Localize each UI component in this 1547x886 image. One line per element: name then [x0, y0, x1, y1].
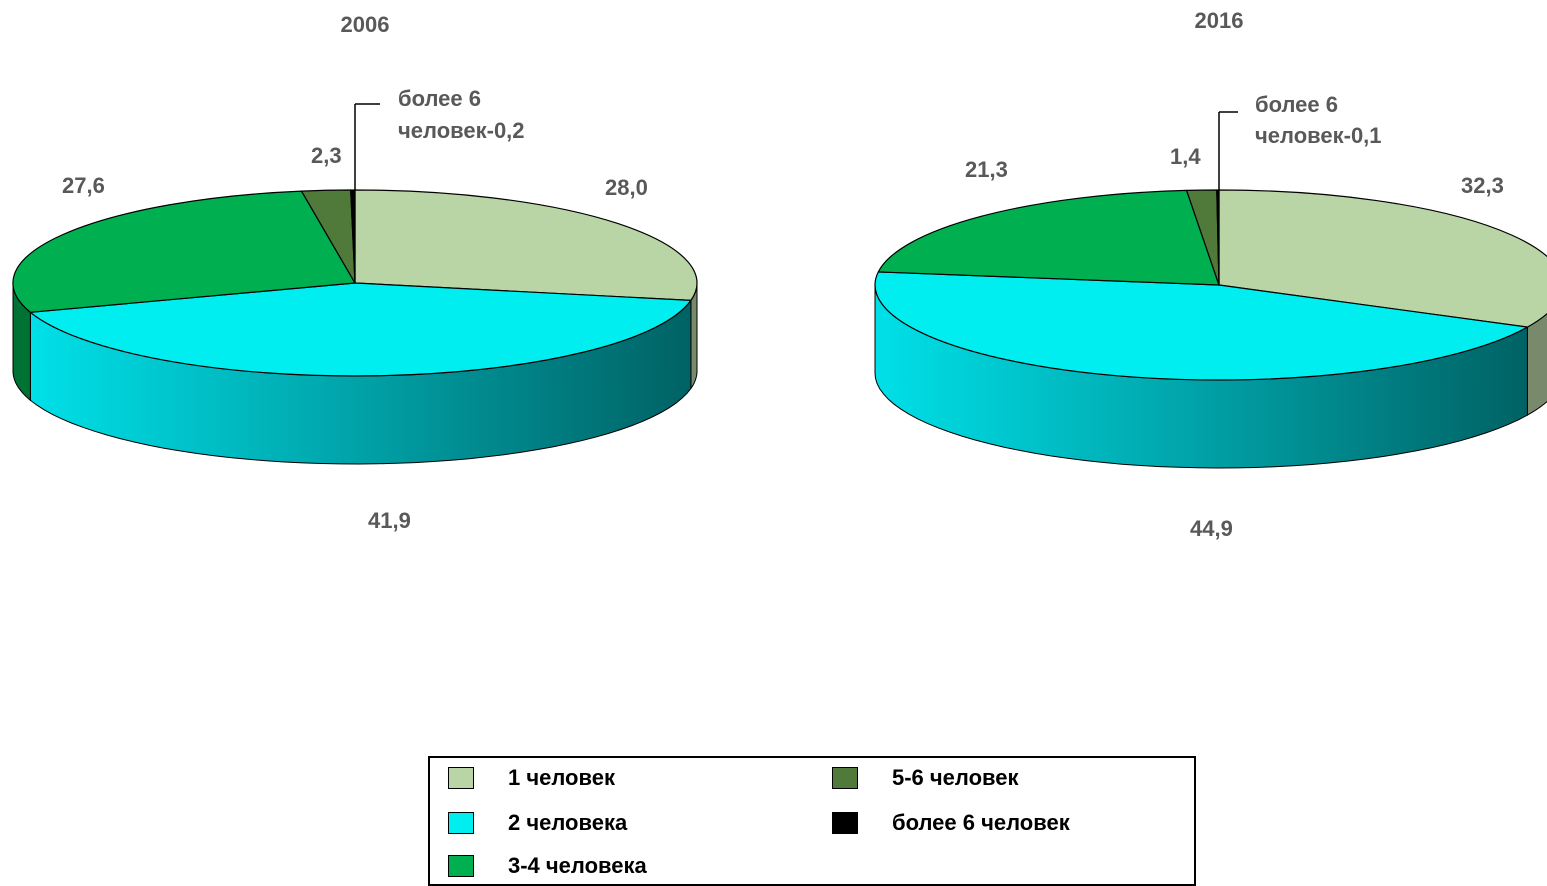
data-label-2006-3-4-persons: 27,6	[62, 173, 105, 198]
pie-slice-2016-3-4-persons	[877, 189, 1220, 286]
pie-slice-2006-3-4-persons	[12, 190, 356, 313]
data-label-2006-1-person: 28,0	[605, 175, 648, 200]
data-label-2006-2-persons: 41,9	[368, 508, 411, 533]
chart-title-2016: 2016	[1195, 8, 1244, 33]
legend-swatch	[448, 855, 474, 877]
data-label-2006-5-6-persons: 2,3	[311, 143, 342, 168]
data-label-2016-3-4-persons: 21,3	[965, 157, 1008, 182]
legend-item-5-6-persons: 5-6 человек	[832, 764, 1019, 792]
legend-swatch	[832, 812, 858, 834]
data-label-2016-1-person: 32,3	[1461, 173, 1504, 198]
pie-slice-2016-2-persons	[874, 271, 1528, 381]
legend-item-1-person: 1 человек	[448, 764, 615, 792]
legend-label: более 6 человек	[892, 810, 1070, 835]
pie-slice-2006-1-person	[354, 189, 698, 301]
data-label-2016-over-6-line2: человек-0,1	[1255, 123, 1382, 148]
pie-chart-2006: 2006 28,0 41,9 27,6 2,3 более 6 человек-…	[12, 12, 698, 533]
pie-slice-2006-2-persons	[29, 282, 692, 377]
chart-title-2006: 2006	[341, 12, 390, 37]
legend-label: 2 человека	[508, 810, 628, 835]
legend-item-over-6-persons: более 6 человек	[832, 809, 1070, 837]
legend-item-3-4-persons: 3-4 человека	[448, 852, 647, 880]
data-label-2006-over-6-line1: более 6	[398, 86, 481, 111]
data-label-2006-over-6-line2: человек-0,2	[398, 118, 525, 143]
legend-swatch	[448, 812, 474, 834]
data-label-2016-5-6-persons: 1,4	[1170, 144, 1201, 169]
legend-item-2-persons: 2 человека	[448, 809, 627, 837]
legend: 1 человек 2 человека 3-4 человека 5-6 че…	[428, 756, 1196, 886]
legend-swatch	[832, 767, 858, 789]
data-label-2016-2-persons: 44,9	[1190, 516, 1233, 541]
legend-label: 1 человек	[508, 765, 615, 790]
pie-chart-2016: 2016 32,3 44,9 21,3 1,4 более 6 человек-…	[874, 8, 1547, 541]
legend-swatch	[448, 767, 474, 789]
legend-label: 3-4 человека	[508, 853, 647, 878]
data-label-2016-over-6-line1: более 6	[1255, 92, 1338, 117]
pie-slice-2016-1-person	[1218, 189, 1547, 328]
legend-label: 5-6 человек	[892, 765, 1019, 790]
